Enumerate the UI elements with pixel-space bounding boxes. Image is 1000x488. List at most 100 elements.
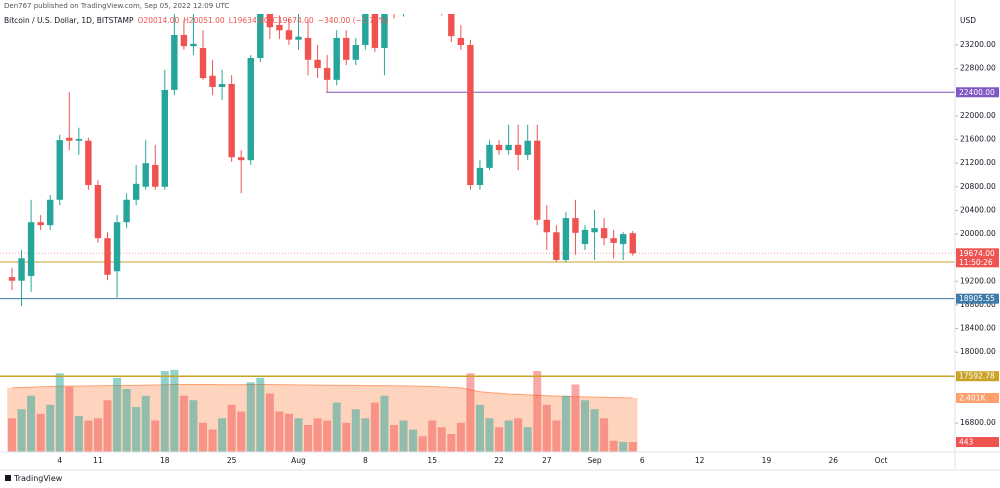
candle-body bbox=[591, 228, 598, 233]
volume-bar bbox=[284, 413, 293, 452]
volume-ma-tag: 2.401K bbox=[956, 392, 999, 403]
price-line-tag: 18905.55 bbox=[956, 293, 999, 304]
candle-body bbox=[37, 222, 44, 226]
candle-body bbox=[180, 34, 188, 47]
volume-bar bbox=[151, 420, 160, 452]
volume-bar bbox=[561, 395, 570, 452]
tradingview-logo: TradingView bbox=[5, 474, 63, 483]
volume-bar bbox=[27, 395, 36, 452]
volume-bar bbox=[447, 434, 456, 452]
volume-bar bbox=[160, 371, 169, 452]
legend-value: −340.00 (−1.70%) bbox=[318, 16, 389, 25]
candle-body bbox=[209, 75, 216, 87]
volume-bar bbox=[179, 395, 188, 452]
y-tick-label: 18000.00 bbox=[960, 347, 996, 356]
volume-bar bbox=[437, 427, 446, 452]
x-tick-label: Sep bbox=[587, 456, 601, 465]
volume-bar bbox=[619, 441, 628, 452]
x-tick-label: 8 bbox=[363, 456, 368, 465]
volume-bar bbox=[609, 440, 618, 452]
volume-bar bbox=[113, 377, 122, 452]
x-tick-label: 25 bbox=[227, 456, 237, 465]
price-line-tag-text: 18905.55 bbox=[959, 294, 995, 303]
volume-bar bbox=[485, 418, 494, 452]
x-tick-label: 15 bbox=[427, 456, 437, 465]
volume-bar bbox=[380, 395, 389, 452]
volume-bar bbox=[456, 422, 465, 452]
volume-bar bbox=[227, 404, 236, 452]
x-tick-label: 4 bbox=[57, 456, 62, 465]
volume-bar bbox=[590, 409, 599, 452]
candle-body bbox=[66, 137, 73, 141]
volume-bar bbox=[265, 393, 274, 452]
volume-bar bbox=[218, 418, 227, 452]
x-tick-label: 26 bbox=[829, 456, 839, 465]
candle-body bbox=[94, 185, 102, 239]
last-price-tag-box bbox=[956, 248, 999, 259]
volume-bar bbox=[361, 418, 370, 452]
volume-bar bbox=[74, 416, 83, 452]
volume-bar bbox=[313, 418, 322, 452]
x-tick-label: 12 bbox=[695, 456, 705, 465]
candle-body bbox=[199, 47, 207, 79]
volume-bar bbox=[17, 409, 26, 452]
candle-body bbox=[161, 89, 168, 187]
candle-body bbox=[257, 14, 264, 59]
price-line-tag-box bbox=[956, 293, 999, 304]
candle-body bbox=[190, 43, 197, 47]
x-tick-label: 18 bbox=[160, 456, 170, 465]
volume-bar bbox=[141, 395, 150, 452]
candle-body bbox=[171, 34, 178, 90]
volume-bar bbox=[199, 422, 207, 452]
volume-bar bbox=[390, 425, 398, 452]
candle-body bbox=[514, 144, 522, 155]
volume-bar bbox=[504, 420, 513, 452]
y-tick-label: 23200.00 bbox=[960, 40, 996, 49]
candle-body bbox=[371, 14, 379, 48]
x-tick-label: Oct bbox=[875, 456, 888, 465]
countdown-tag: 11:50:26 bbox=[956, 257, 999, 268]
y-tick-label: 20800.00 bbox=[960, 182, 996, 191]
candle-body bbox=[314, 59, 321, 69]
volume-bar bbox=[65, 386, 74, 452]
last-price-tag: 19674.00 bbox=[956, 248, 999, 259]
volume-bar bbox=[542, 404, 551, 452]
volume-bar bbox=[170, 369, 179, 452]
legend-value: O20014.00 bbox=[138, 16, 180, 25]
y-tick-label: 20000.00 bbox=[960, 229, 996, 238]
candle-body bbox=[285, 30, 293, 40]
candle-body bbox=[75, 138, 83, 141]
currency: USD bbox=[960, 16, 976, 25]
volume-bar bbox=[514, 418, 523, 452]
candle-body bbox=[276, 24, 283, 31]
y-tick-label: 22000.00 bbox=[960, 111, 996, 120]
candle-body bbox=[247, 58, 254, 161]
volume-tag-box bbox=[956, 437, 999, 448]
publisher: Den767 published on TradingView.com, Sep… bbox=[4, 2, 229, 10]
volume-bar bbox=[294, 418, 303, 452]
candle-body bbox=[476, 167, 484, 186]
y-tick-label: 20400.00 bbox=[960, 205, 996, 214]
candle-body bbox=[47, 199, 54, 226]
candle-body bbox=[123, 199, 130, 223]
volume-bar bbox=[533, 371, 542, 452]
volume-bar bbox=[323, 420, 332, 452]
candle-body bbox=[495, 144, 503, 151]
volume-bar bbox=[370, 402, 379, 452]
volume-bar bbox=[628, 442, 637, 452]
price-line-tag-text: 17592.78 bbox=[959, 372, 995, 381]
volume-bar bbox=[495, 427, 504, 452]
legend: Bitcoin / U.S. Dollar, 1D, BITSTAMP O2001… bbox=[4, 16, 389, 25]
volume-bar bbox=[409, 429, 418, 452]
volume-tag: 443 bbox=[956, 437, 999, 448]
candle-body bbox=[381, 14, 388, 48]
volume-ma-tag-text: 2.401K bbox=[959, 393, 986, 402]
candle-body bbox=[142, 163, 149, 187]
legend-value: C19674.00 bbox=[273, 16, 314, 25]
x-tick-label: 22 bbox=[494, 456, 504, 465]
price-line-tag-box bbox=[956, 371, 999, 382]
candle-body bbox=[266, 14, 274, 28]
volume-bar bbox=[399, 420, 408, 452]
countdown-tag-text: 11:50:26 bbox=[959, 258, 993, 267]
